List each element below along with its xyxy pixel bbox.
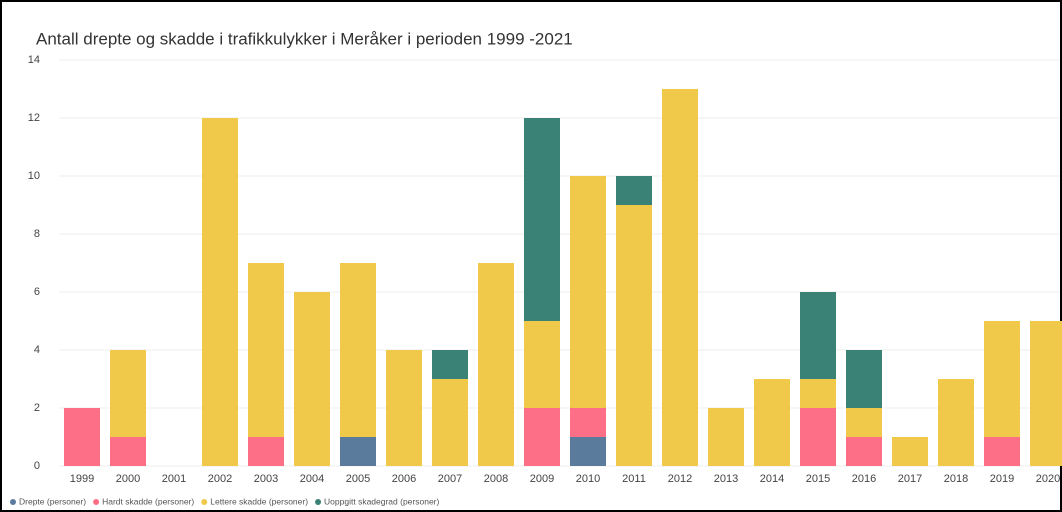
bar-segment [248, 263, 284, 437]
y-tick-label: 10 [28, 170, 40, 182]
bar-segment [800, 292, 836, 379]
legend-marker [201, 499, 208, 505]
y-tick-label: 4 [34, 344, 40, 356]
y-tick-label: 6 [34, 286, 40, 298]
x-tick-label: 2017 [898, 473, 922, 485]
x-tick-label: 2009 [530, 473, 554, 485]
bar-segment [892, 437, 928, 466]
legend-label: Lettere skadde (personer) [210, 496, 308, 506]
x-tick-label: 2011 [622, 473, 646, 485]
bar-segment [708, 408, 744, 466]
x-tick-label: 2012 [668, 473, 692, 485]
legend-label: Hardt skadde (personer) [102, 496, 194, 506]
bar-segment [340, 437, 376, 466]
bar-segment [294, 292, 330, 466]
bar-segment [110, 350, 146, 437]
bar-segment [110, 437, 146, 466]
bar-segment [846, 350, 882, 408]
x-tick-label: 2019 [990, 473, 1014, 485]
x-tick-label: 2015 [806, 473, 830, 485]
x-tick-label: 2005 [346, 473, 370, 485]
bar-segment [984, 321, 1020, 437]
bar-segment [478, 263, 514, 466]
legend-marker [315, 499, 322, 505]
y-tick-label: 0 [34, 460, 40, 472]
x-tick-label: 2006 [392, 473, 416, 485]
x-tick-label: 2000 [116, 473, 140, 485]
bar-segment [432, 350, 468, 379]
bar-segment [846, 437, 882, 466]
bar-segment [524, 408, 560, 466]
bar-segment [524, 118, 560, 321]
bar-segment [570, 408, 606, 437]
bar-segment [202, 118, 238, 466]
legend-marker [10, 499, 16, 505]
y-tick-label: 14 [28, 54, 40, 66]
x-tick-label: 2007 [438, 473, 462, 485]
x-tick-label: 2013 [714, 473, 738, 485]
x-tick-label: 2014 [760, 473, 784, 485]
bar-segment [800, 408, 836, 466]
x-tick-label: 2002 [208, 473, 232, 485]
bar-segment [64, 408, 100, 466]
x-tick-label: 1999 [70, 473, 94, 485]
bar-segment [616, 205, 652, 466]
bar-segment [800, 379, 836, 408]
bar-segment [616, 176, 652, 205]
chart-title: Antall drepte og skadde i trafikkulykker… [36, 29, 573, 48]
x-tick-label: 2003 [254, 473, 278, 485]
bar-segment [248, 437, 284, 466]
bar-segment [432, 379, 468, 466]
x-tick-label: 2016 [852, 473, 876, 485]
bar-segment [938, 379, 974, 466]
bar-segment [386, 350, 422, 466]
y-tick-label: 2 [34, 402, 40, 414]
x-tick-label: 2008 [484, 473, 508, 485]
bar-segment [984, 437, 1020, 466]
bar-segment [662, 89, 698, 466]
y-tick-label: 8 [34, 228, 40, 240]
x-tick-label: 2010 [576, 473, 600, 485]
bar-segment [846, 408, 882, 437]
bar-segment [524, 321, 560, 408]
x-tick-label: 2020 [1036, 473, 1060, 485]
bar-segment [340, 263, 376, 437]
x-tick-label: 2018 [944, 473, 968, 485]
legend-marker [93, 499, 100, 505]
x-tick-label: 2004 [300, 473, 324, 485]
bar-segment [754, 379, 790, 466]
bar-segment [570, 437, 606, 466]
bar-segment [1030, 321, 1062, 466]
x-tick-label: 2001 [162, 473, 186, 485]
legend-label: Uoppgitt skadegrad (personer) [324, 496, 439, 506]
legend-label: Drepte (personer) [19, 496, 86, 506]
y-tick-label: 12 [28, 112, 40, 124]
bar-segment [570, 176, 606, 408]
